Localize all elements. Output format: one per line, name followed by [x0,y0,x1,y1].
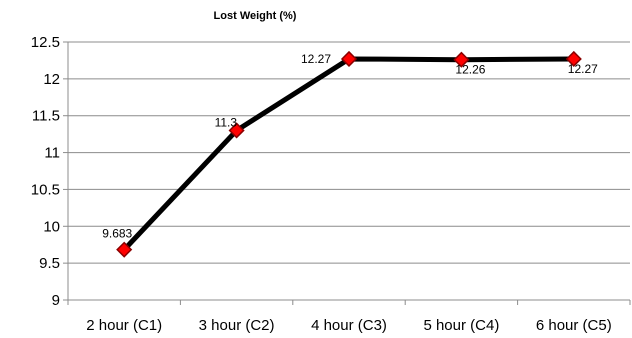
x-tick-label: 4 hour (C3) [311,317,387,334]
y-tick-label: 11 [44,145,60,162]
data-label: 11.3 [215,115,238,129]
y-tick-label: 10 [43,218,60,235]
data-point-marker [340,50,358,68]
y-tick-label: 9 [52,292,60,309]
data-point-marker [228,122,245,139]
x-tick-label: 2 hour (C1) [86,317,162,334]
y-tick-label: 12.5 [31,34,60,51]
data-point-marker [116,241,133,258]
x-tick-label: 3 hour (C2) [199,317,275,334]
data-label: 9.683 [102,227,132,241]
y-tick-label: 12 [43,71,60,88]
y-tick-label: 9.5 [39,255,60,272]
y-tick-label: 11.5 [32,108,60,125]
x-tick-labels: 2 hour (C1) 3 hour (C2) 4 hour (C3) 5 hour … [86,317,611,334]
series [116,50,582,258]
data-label: 12.27 [301,52,331,66]
data-point-marker [453,51,470,68]
data-point-marker [565,50,582,68]
series-line [121,56,577,253]
gridlines [68,41,630,264]
y-tick-labels: 9 9.5 10 10.5 11 11.5 12 12.5 [31,34,60,309]
x-tick-label: 5 hour (C4) [423,317,499,334]
axes [63,41,631,305]
data-labels: 9.683 11.3 12.27 12.26 12.27 [102,52,598,241]
x-tick-label: 6 hour (C5) [536,317,612,334]
y-tick-label: 10.5 [31,181,60,198]
data-label: 12.26 [455,63,485,77]
data-label: 12.27 [568,62,598,76]
chart-title: Lost Weight (%) [214,10,297,22]
